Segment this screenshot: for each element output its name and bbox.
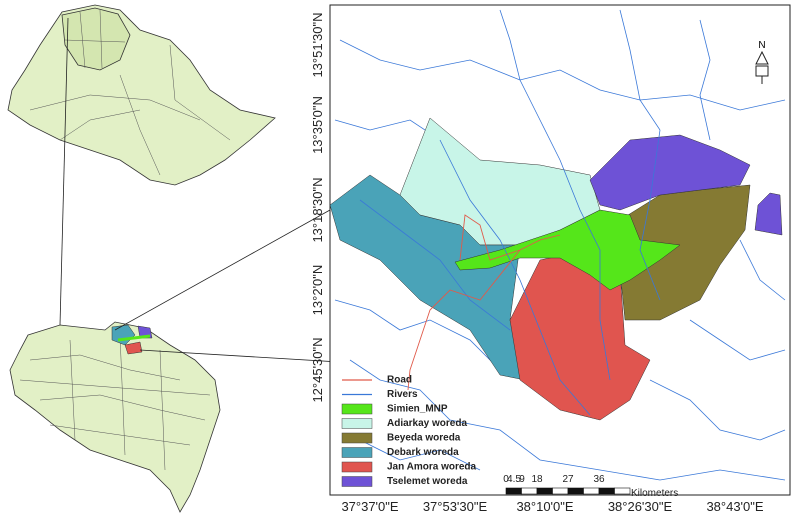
legend-swatch [341, 432, 373, 444]
latitude-label: 12°45'30"N [310, 337, 325, 402]
scale-segment [598, 487, 615, 495]
latitude-label: 13°2'0"N [310, 265, 325, 316]
road [407, 214, 561, 391]
region-inset [9, 321, 221, 513]
scale-tick-label: 9 [519, 474, 525, 485]
latitude-label: 13°51'30"N [310, 12, 325, 77]
longitude-label: 37°37'0"E [341, 499, 398, 514]
scale-tick-label: 4.5 [507, 474, 521, 485]
legend-label: Debark woreda [387, 447, 459, 458]
scale-segment [583, 487, 600, 495]
legend-label: Adiarkay woreda [387, 418, 467, 429]
scale-tick-label: 18 [531, 474, 543, 485]
legend-swatch [341, 447, 373, 458]
rivers [334, 9, 786, 481]
longitude-label: 38°26'30"E [608, 499, 673, 514]
scale-segment [614, 487, 631, 495]
woredas [329, 117, 783, 421]
scale-segment [552, 487, 569, 495]
legend-swatch [341, 461, 373, 473]
north-arrow: N [755, 40, 769, 84]
legend-label: Jan Amora woreda [387, 462, 477, 473]
scale-segment [521, 487, 538, 495]
legend-label: Rivers [387, 389, 418, 400]
scale-tick-label: 0 [503, 474, 509, 485]
legend-swatch [341, 403, 373, 415]
longitude-label: 38°10'0"E [516, 499, 573, 514]
scale-unit: Kilometers [631, 488, 678, 499]
coordinate-labels: 13°51'30"N 13°35'0"N 13°18'30"N 13°2'0"N 12°… [310, 12, 764, 514]
legend-label: Beyeda woreda [387, 433, 461, 444]
scale-segment [567, 487, 584, 495]
longitude-label: 38°43'0"E [706, 499, 763, 514]
legend: Road Rivers Simien_MNP Adiarkay woreda Beyed… [341, 375, 477, 487]
scale-segment [536, 487, 553, 495]
longitude-label: 37°53'30"E [423, 499, 488, 514]
legend-label: Road [387, 375, 412, 386]
scale-segment [505, 487, 522, 495]
woreda-rivers [359, 129, 661, 416]
scale-bar: 04.59 18 27 36 Kilometers [503, 474, 678, 499]
latitude-label: 13°35'0"N [310, 96, 325, 154]
scale-tick-label: 27 [562, 474, 574, 485]
country-inset [7, 4, 276, 186]
legend-swatch [341, 418, 373, 429]
legend-label: Simien_MNP [387, 404, 448, 415]
latitude-label: 13°18'30"N [310, 177, 325, 242]
scale-tick-label: 36 [593, 474, 605, 485]
legend-label: Tselemet woreda [387, 476, 468, 487]
legend-swatch [341, 476, 373, 487]
north-label: N [758, 40, 765, 51]
